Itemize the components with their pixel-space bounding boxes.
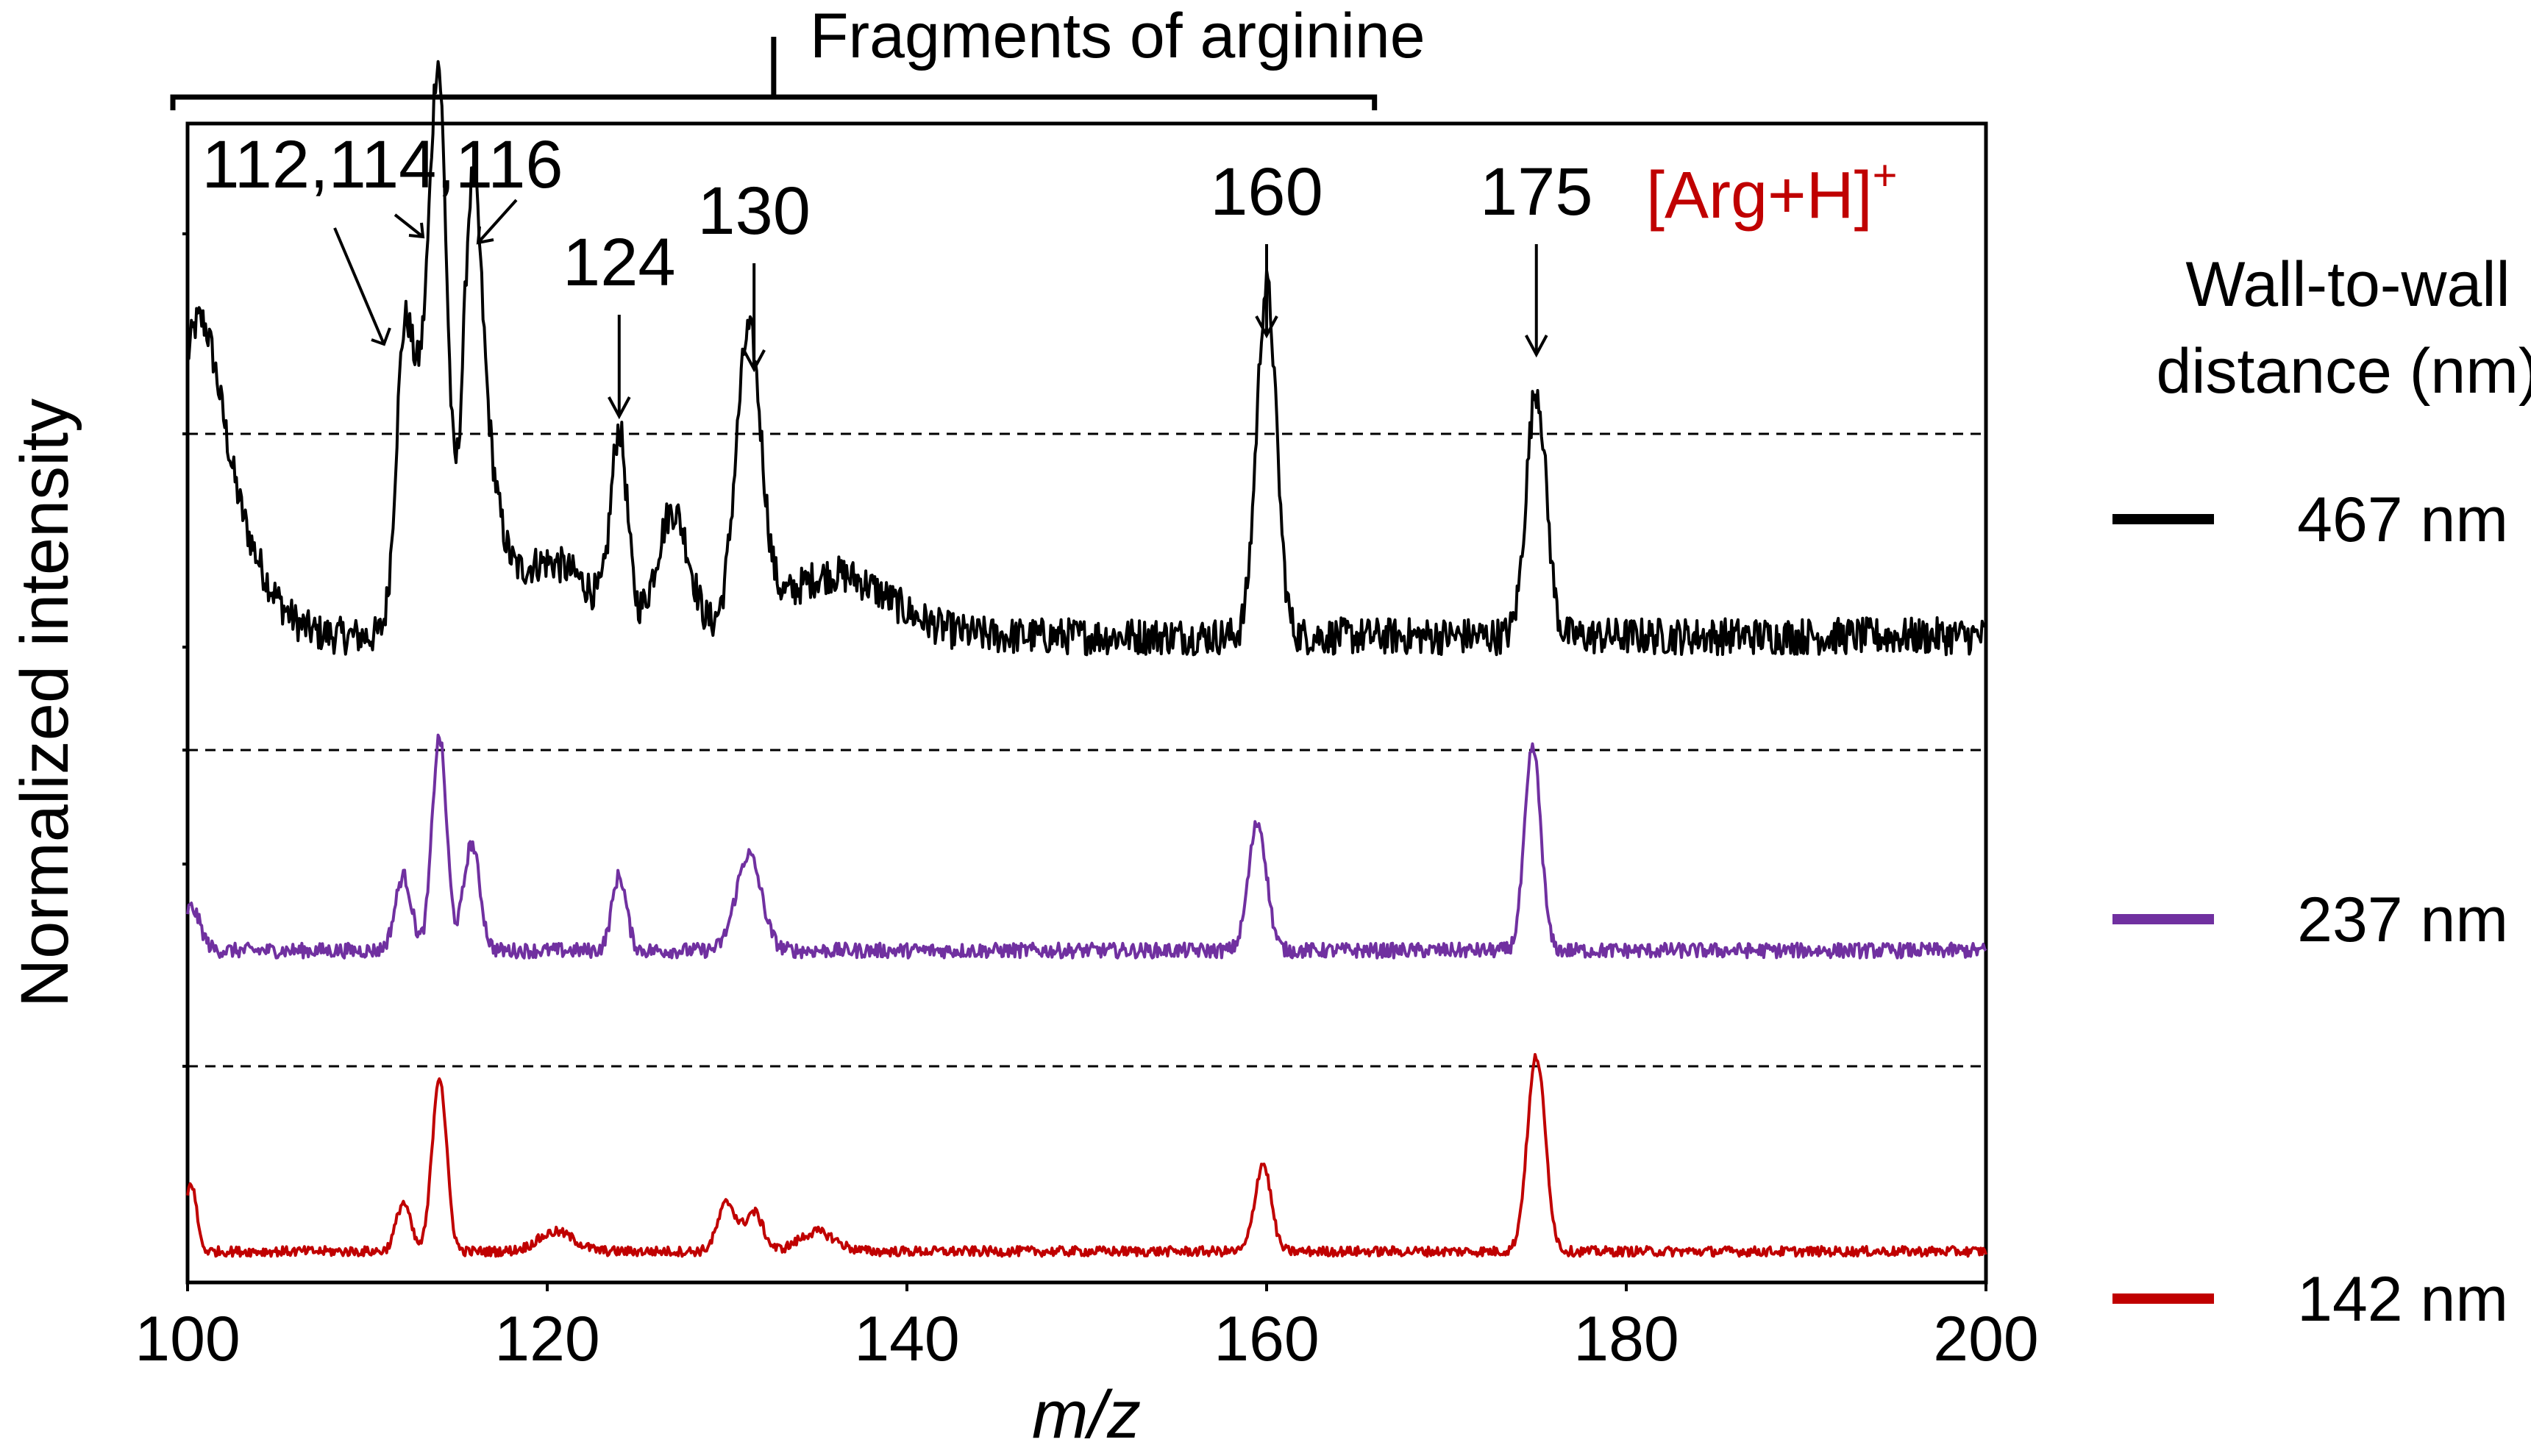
fragments-bracket: [170, 37, 1378, 110]
x-tick-label-120: 120: [494, 1304, 600, 1374]
y-axis-label: Normalized intensity: [7, 399, 82, 1007]
ion-label-text: [Arg+H]: [1646, 159, 1873, 232]
x-tick-label-160: 160: [1214, 1304, 1320, 1374]
peak-arrow-112-head: [371, 327, 391, 346]
legend-label-142-nm: 142 nm: [2297, 1264, 2508, 1335]
peak-arrow-114-head: [408, 222, 425, 239]
peak-arrow-114: [394, 213, 424, 238]
legend-title-line1: Wall-to-wall: [2185, 249, 2510, 320]
x-axis-label: m/z: [1032, 1377, 1141, 1452]
legend: Wall-to-wall distance (nm) 467 nm 237 nm 1…: [2112, 249, 2531, 1335]
peak-arrow-130-head: [742, 349, 766, 373]
x-tick-label-140: 140: [854, 1304, 960, 1374]
peak-label-130: 130: [697, 174, 811, 249]
series-line-237-nm: [186, 733, 1987, 960]
peak-label-160: 160: [1210, 154, 1323, 229]
peak-arrow-112: [333, 227, 385, 345]
legend-label-237-nm: 237 nm: [2297, 885, 2508, 955]
legend-title-line2: distance (nm): [2157, 336, 2531, 407]
ion-label-superscript: +: [1873, 151, 1898, 199]
peak-arrow-116-head: [476, 226, 494, 245]
y-axis-ticks: [182, 232, 188, 1068]
series-line-142-nm: [186, 1053, 1987, 1258]
x-axis-ticks: 100 120 140 160 180 200: [135, 1282, 2039, 1374]
spectrum-traces: [186, 60, 1987, 1258]
ion-label: [Arg+H]+: [1646, 151, 1898, 232]
peak-label-175: 175: [1480, 154, 1593, 229]
bracket-label: Fragments of arginine: [810, 1, 1425, 71]
peak-arrow-116: [477, 199, 518, 244]
peak-arrow-175-head: [1524, 335, 1548, 358]
x-tick-label-180: 180: [1573, 1304, 1679, 1374]
peak-arrow-124-head: [608, 396, 631, 420]
series-line-467-nm: [186, 60, 1987, 657]
x-tick-label-100: 100: [135, 1304, 241, 1374]
peak-arrow-160-head: [1255, 315, 1278, 339]
x-tick-label-200: 200: [1933, 1304, 2039, 1374]
peak-label-112-114-116: 112,114,116: [202, 127, 563, 202]
peak-label-124: 124: [563, 225, 676, 300]
legend-label-467-nm: 467 nm: [2297, 485, 2508, 555]
plot-frame: [185, 121, 1988, 1285]
